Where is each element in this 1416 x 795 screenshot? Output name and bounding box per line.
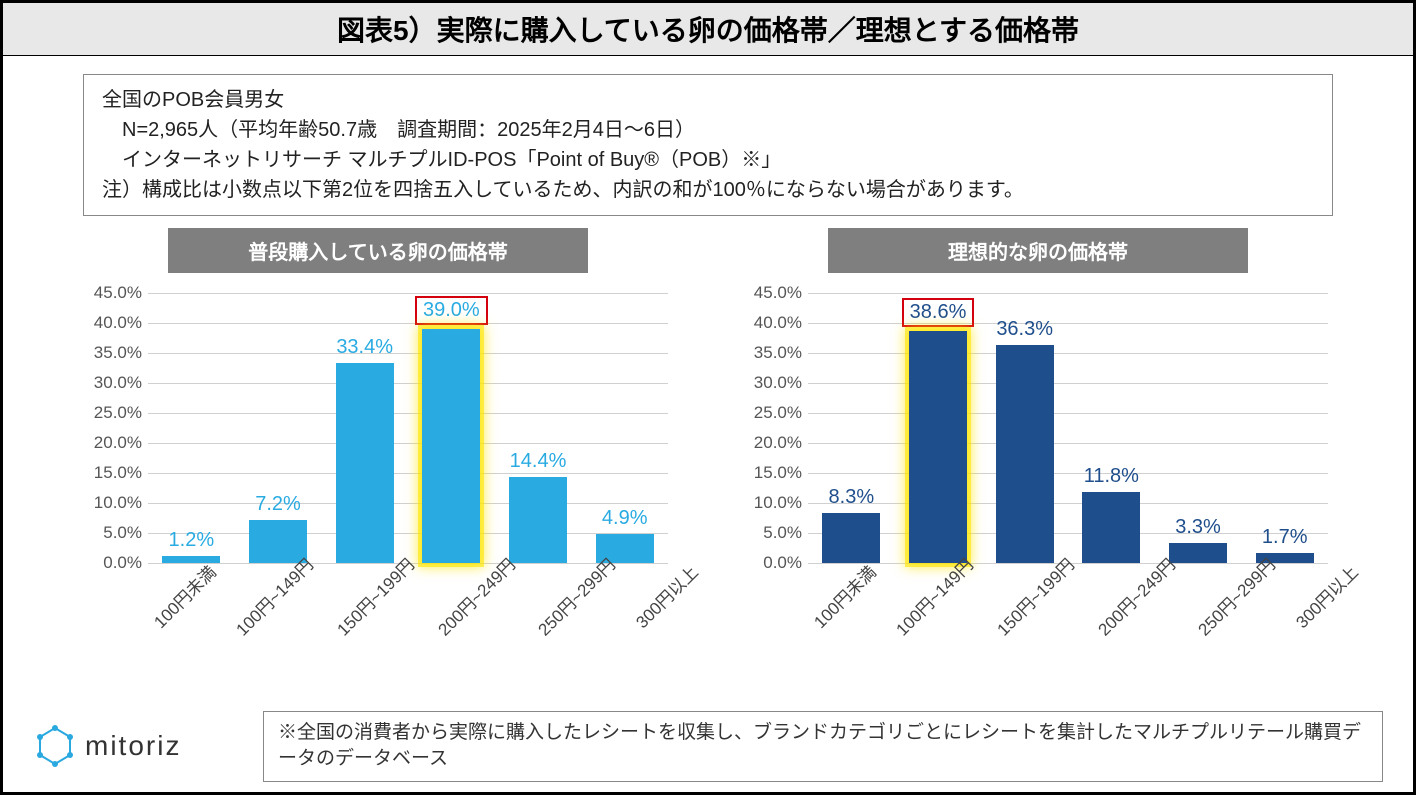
- bar: [996, 345, 1054, 563]
- xtick-label: 150円~199円: [990, 551, 1079, 640]
- footer-row: mitoriz ※全国の消費者から実際に購入したレシートを収集し、ブランドカテゴ…: [3, 711, 1413, 782]
- charts-row: 普段購入している卵の価格帯 0.0% 5.0% 10.0% 15.0% 20.0% 25.…: [63, 228, 1353, 665]
- info-box: 全国のPOB会員男女 N=2,965人（平均年齢50.7歳 調査期間：2025年…: [83, 74, 1333, 216]
- ytick-label: 35.0%: [728, 343, 802, 363]
- logo-icon: [33, 724, 77, 768]
- xtick-label: 100円未満: [147, 559, 221, 633]
- value-label: 1.7%: [1262, 526, 1308, 549]
- chart-right-panel: 理想的な卵の価格帯 0.0% 5.0% 10.0% 15.0% 20.0% 25.0% 30…: [723, 228, 1353, 665]
- value-label: 39.0%: [415, 296, 488, 325]
- xtick-label: 200円~249円: [431, 551, 520, 640]
- bar-slot: 1.2%: [148, 293, 235, 563]
- value-label: 3.3%: [1175, 516, 1221, 539]
- info-line-2: N=2,965人（平均年齢50.7歳 調査期間：2025年2月4日～6日）: [102, 115, 1314, 145]
- bar-slot: 8.3%: [808, 293, 895, 563]
- xtick-label: 100円~149円: [889, 551, 978, 640]
- bar-slot: 36.3%: [981, 293, 1068, 563]
- bar-slot: 11.8%: [1068, 293, 1155, 563]
- chart-right: 0.0% 5.0% 10.0% 15.0% 20.0% 25.0% 30.0% 35.0% 40…: [728, 285, 1348, 665]
- ytick-label: 25.0%: [68, 403, 142, 423]
- ytick-label: 30.0%: [728, 373, 802, 393]
- xtick-label: 250円~299円: [1191, 551, 1280, 640]
- value-label: 1.2%: [169, 529, 215, 552]
- title-bar: 図表5）実際に購入している卵の価格帯／理想とする価格帯: [3, 3, 1413, 56]
- xtick-label: 100円~149円: [229, 551, 318, 640]
- bar: [336, 363, 394, 563]
- bar-slot: 1.7%: [1241, 293, 1328, 563]
- page-title: 図表5）実際に購入している卵の価格帯／理想とする価格帯: [3, 9, 1413, 49]
- ytick-label: 45.0%: [68, 283, 142, 303]
- plot-area: 1.2% 7.2% 33.4% 39.0% 14.4% 4.9%: [148, 293, 668, 563]
- logo: mitoriz: [33, 724, 253, 768]
- ytick-label: 15.0%: [68, 463, 142, 483]
- bar: [1169, 543, 1227, 563]
- bars-container: 8.3% 38.6% 36.3% 11.8% 3.3% 1.7%: [808, 293, 1328, 563]
- ytick-label: 15.0%: [728, 463, 802, 483]
- bar-slot: 14.4%: [495, 293, 582, 563]
- xlabels: 100円未満100円~149円150円~199円200円~249円250円~29…: [808, 563, 1328, 588]
- chart-left-title: 普段購入している卵の価格帯: [168, 228, 588, 273]
- footnote: ※全国の消費者から実際に購入したレシートを収集し、ブランドカテゴリごとにレシート…: [263, 711, 1383, 782]
- xtick-label: 200円~249円: [1091, 551, 1180, 640]
- bar-slot: 3.3%: [1155, 293, 1242, 563]
- bar-slot: 38.6%: [895, 293, 982, 563]
- info-line-4: 注）構成比は小数点以下第2位を四捨五入しているため、内訳の和が100％にならない…: [102, 175, 1314, 205]
- xtick-label: 300円以上: [1289, 559, 1363, 633]
- xtick-label: 250円~299円: [531, 551, 620, 640]
- bar: [1082, 492, 1140, 563]
- value-label: 8.3%: [829, 486, 875, 509]
- info-line-3: インターネットリサーチ マルチプルID-POS「Point of Buy®（PO…: [102, 145, 1314, 175]
- plot-area: 8.3% 38.6% 36.3% 11.8% 3.3% 1.7%: [808, 293, 1328, 563]
- ytick-label: 20.0%: [68, 433, 142, 453]
- chart-left: 0.0% 5.0% 10.0% 15.0% 20.0% 25.0% 30.0% 35.0% 40…: [68, 285, 688, 665]
- value-label: 36.3%: [996, 318, 1053, 341]
- bar: [509, 477, 567, 563]
- xtick-label: 300円以上: [629, 559, 703, 633]
- xtick-label: 150円~199円: [330, 551, 419, 640]
- ytick-label: 40.0%: [728, 313, 802, 333]
- logo-text: mitoriz: [85, 730, 181, 762]
- bar: [422, 329, 480, 563]
- ytick-label: 20.0%: [728, 433, 802, 453]
- info-line-1: 全国のPOB会員男女: [102, 85, 1314, 115]
- xtick-label: 100円未満: [807, 559, 881, 633]
- ytick-label: 5.0%: [68, 523, 142, 543]
- xlabels: 100円未満100円~149円150円~199円200円~249円250円~29…: [148, 563, 668, 588]
- ytick-label: 30.0%: [68, 373, 142, 393]
- value-label: 38.6%: [902, 298, 975, 327]
- bars-container: 1.2% 7.2% 33.4% 39.0% 14.4% 4.9%: [148, 293, 668, 563]
- ytick-label: 10.0%: [68, 493, 142, 513]
- chart-left-panel: 普段購入している卵の価格帯 0.0% 5.0% 10.0% 15.0% 20.0% 25.…: [63, 228, 693, 665]
- value-label: 33.4%: [336, 336, 393, 359]
- ytick-label: 35.0%: [68, 343, 142, 363]
- ytick-label: 10.0%: [728, 493, 802, 513]
- bar-slot: 39.0%: [408, 293, 495, 563]
- ytick-label: 40.0%: [68, 313, 142, 333]
- ytick-label: 0.0%: [68, 553, 142, 573]
- value-label: 7.2%: [255, 493, 301, 516]
- value-label: 4.9%: [602, 507, 648, 530]
- bar: [909, 331, 967, 563]
- bar: [822, 513, 880, 563]
- chart-right-title: 理想的な卵の価格帯: [828, 228, 1248, 273]
- bar-slot: 4.9%: [581, 293, 668, 563]
- bar: [162, 556, 220, 563]
- ytick-label: 0.0%: [728, 553, 802, 573]
- value-label: 14.4%: [510, 450, 567, 473]
- ytick-label: 45.0%: [728, 283, 802, 303]
- ytick-label: 5.0%: [728, 523, 802, 543]
- value-label: 11.8%: [1084, 465, 1139, 488]
- bar-slot: 33.4%: [321, 293, 408, 563]
- bar-slot: 7.2%: [235, 293, 322, 563]
- ytick-label: 25.0%: [728, 403, 802, 423]
